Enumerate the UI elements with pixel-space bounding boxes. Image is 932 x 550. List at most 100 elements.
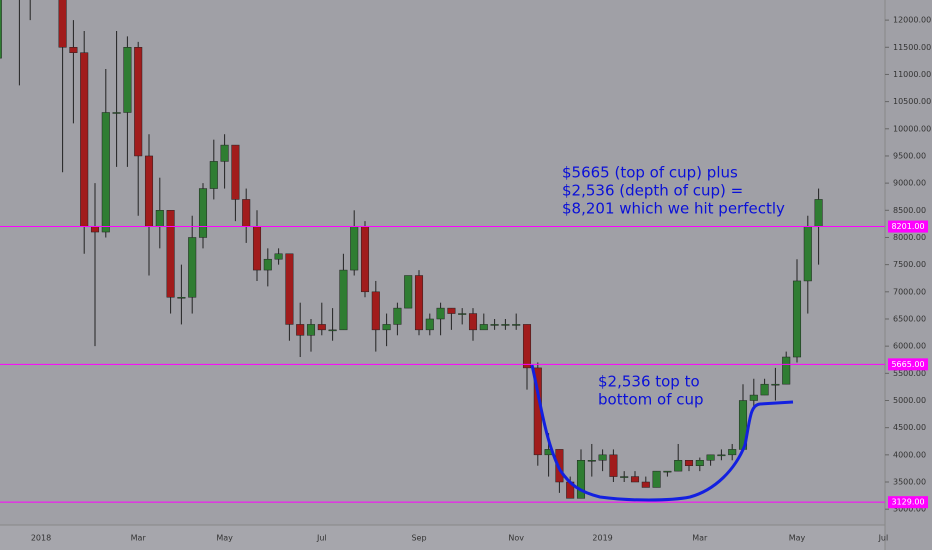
candle-body <box>328 329 337 332</box>
level-label-box <box>888 358 928 371</box>
candle-body <box>393 307 402 325</box>
x-tick-label: May <box>216 534 233 543</box>
candle-body <box>414 275 424 331</box>
cup-curve <box>530 364 794 502</box>
candle-body <box>782 356 791 385</box>
candle-body <box>80 52 89 227</box>
candle-body <box>155 210 164 227</box>
candle-body <box>90 226 100 233</box>
candle-body <box>728 449 737 456</box>
annotation: $2,536 (depth of cup) = <box>562 182 743 200</box>
x-tick-label: Sep <box>411 534 426 543</box>
x-tick-label: Jul <box>878 534 889 543</box>
y-tick-label: 7500.00 <box>893 260 926 269</box>
level-label: 3129.00 <box>891 498 924 507</box>
y-tick-label: 9000.00 <box>893 179 926 188</box>
candle-body <box>134 47 143 157</box>
y-tick-label: 10000.00 <box>893 124 931 133</box>
y-tick-label: 7000.00 <box>893 287 926 296</box>
candle-body <box>69 47 78 53</box>
candle-body <box>404 275 413 309</box>
candle-body <box>468 313 478 331</box>
candle-body <box>479 324 488 331</box>
candle-body <box>198 188 208 238</box>
candle-body <box>101 112 110 233</box>
candle-body <box>620 476 629 478</box>
candle-body <box>188 237 197 298</box>
candle-body <box>177 296 186 299</box>
candle-body <box>242 199 251 227</box>
level-label: 8201.00 <box>891 222 924 231</box>
x-tick-label: 2019 <box>592 534 612 543</box>
y-tick-label: 4500.00 <box>893 423 926 432</box>
annotation: $8,201 which we hit perfectly <box>562 200 785 218</box>
candle-body <box>522 324 532 369</box>
x-tick-label: Mar <box>692 534 708 543</box>
annotation: bottom of cup <box>598 391 704 409</box>
candle-body <box>436 307 445 320</box>
candle-body <box>231 144 240 200</box>
candle-body <box>296 324 305 336</box>
candle-body <box>695 460 704 466</box>
level-label-box <box>888 220 928 233</box>
y-tick-label: 5500.00 <box>893 369 926 378</box>
candle-body <box>803 226 812 282</box>
candle-body <box>306 324 316 336</box>
candle-body <box>501 324 510 326</box>
candle-body <box>360 226 370 293</box>
y-tick-label: 6000.00 <box>893 342 926 351</box>
candle-body <box>684 460 694 466</box>
candle-body <box>512 324 521 326</box>
x-tick-label: Nov <box>508 534 524 543</box>
candle-body <box>58 0 67 48</box>
annotation: $2,536 top to <box>598 373 700 391</box>
y-tick-label: 8000.00 <box>893 233 926 242</box>
candle-body <box>425 318 434 331</box>
candle-body <box>587 460 596 462</box>
candle-body <box>123 47 132 113</box>
candle-body <box>717 454 726 457</box>
level-label: 5665.00 <box>891 360 924 369</box>
candle-body <box>263 258 272 271</box>
candle-body <box>771 383 780 386</box>
x-axis-band <box>0 525 885 550</box>
candle-body <box>760 383 769 396</box>
candle-body <box>112 112 121 114</box>
y-tick-label: 11500.00 <box>893 43 931 52</box>
candle-body <box>285 253 294 325</box>
y-tick-label: 3000.00 <box>893 505 926 514</box>
candle-body <box>641 481 650 488</box>
y-tick-label: 12000.00 <box>893 16 931 25</box>
candle-body <box>209 161 218 189</box>
candle-body <box>0 0 2 59</box>
candle-body <box>220 144 229 162</box>
x-tick-label: Jul <box>316 534 327 543</box>
y-tick-label: 3500.00 <box>893 478 926 487</box>
candle-body <box>458 313 467 315</box>
candle-body <box>490 324 499 326</box>
candle-body <box>350 226 359 271</box>
candle-body <box>576 460 586 499</box>
candle-body <box>792 280 802 358</box>
y-tick-label: 6500.00 <box>893 314 926 323</box>
candle-body <box>447 307 456 314</box>
candle-body <box>274 253 283 260</box>
candle-body <box>339 269 348 331</box>
candle-body <box>371 291 380 331</box>
candle-body <box>144 155 154 227</box>
candle-body <box>609 454 618 477</box>
candle-body <box>630 476 640 483</box>
candle-body <box>749 394 758 401</box>
x-tick-label: May <box>789 534 806 543</box>
y-tick-label: 10500.00 <box>893 97 931 106</box>
x-tick-label: 2018 <box>31 534 51 543</box>
y-tick-label: 4000.00 <box>893 450 926 459</box>
candle-body <box>382 324 391 331</box>
level-label-box <box>888 496 928 509</box>
annotation: $5665 (top of cup) plus <box>562 164 738 182</box>
y-tick-label: 5000.00 <box>893 396 926 405</box>
candle-body <box>252 226 262 271</box>
y-tick-label: 8500.00 <box>893 206 926 215</box>
